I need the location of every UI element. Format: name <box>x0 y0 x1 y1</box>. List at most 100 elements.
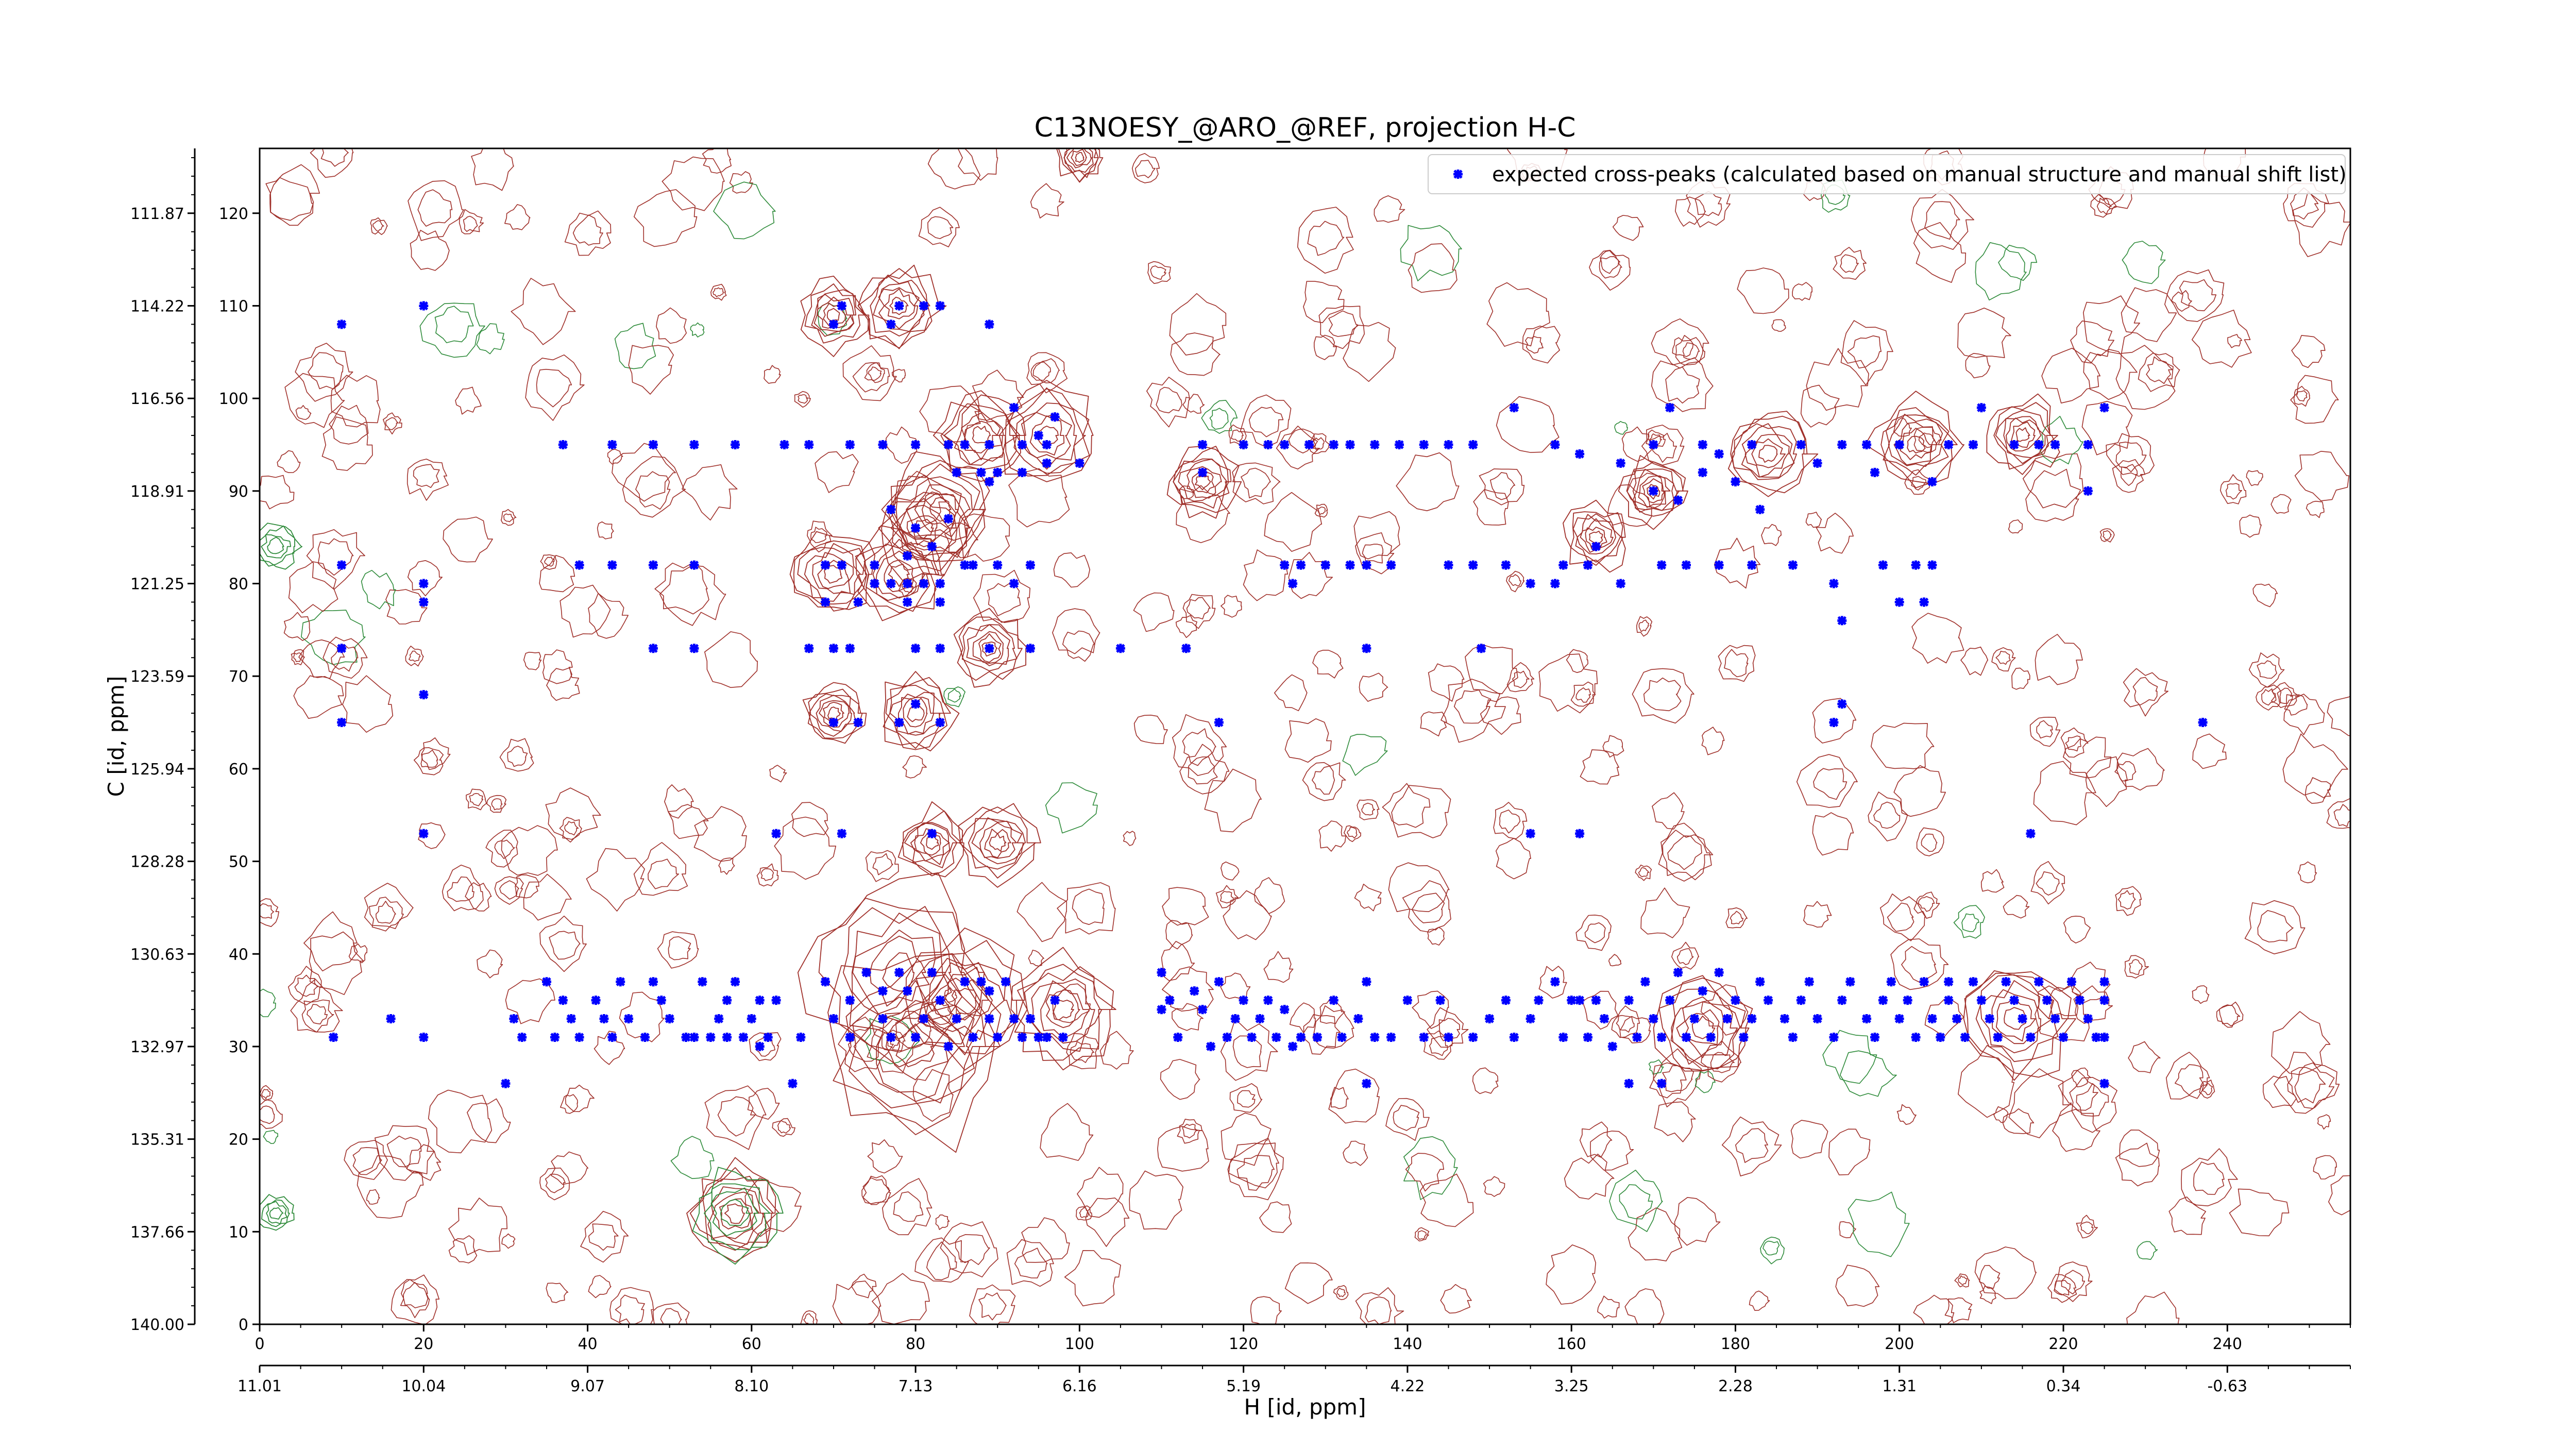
contour-line <box>428 1089 493 1154</box>
contour-line <box>1584 922 1606 943</box>
contour-line <box>565 1085 595 1113</box>
contour-line <box>2248 652 2285 688</box>
contour-line <box>826 308 840 322</box>
cross-peak-point <box>1895 1014 1904 1023</box>
contour-line <box>1632 468 1680 511</box>
contour-line <box>852 362 890 393</box>
contour-line <box>375 1125 435 1181</box>
cross-peak-point <box>1878 996 1888 1005</box>
contour-line <box>459 209 484 234</box>
contour-line <box>1812 698 1857 744</box>
contour-line <box>1347 827 1358 839</box>
contour-line <box>2297 861 2317 884</box>
contour-line <box>2175 1064 2204 1096</box>
x-tick-label: 60 <box>742 1335 761 1353</box>
contour-line <box>288 561 338 614</box>
cross-peak-point <box>1263 440 1273 449</box>
contour-line <box>1993 1106 2009 1123</box>
contour-line <box>1220 891 1234 904</box>
contour-line <box>491 798 503 811</box>
cross-peak-point <box>1157 968 1166 977</box>
contour-line <box>1640 887 1690 938</box>
contour-line <box>572 214 603 246</box>
c-ppm-tick-label: 114.22 <box>130 297 184 315</box>
contour-line <box>704 1183 771 1251</box>
cross-peak-point <box>903 579 912 588</box>
cross-peak-point <box>1436 996 1445 1005</box>
contour-line <box>1191 471 1215 494</box>
contour-line <box>370 217 388 235</box>
cross-peak-point <box>1009 1014 1019 1023</box>
contour-line <box>2058 1070 2098 1111</box>
contour-line <box>957 616 1023 681</box>
contour-line <box>865 1015 920 1065</box>
contour-line <box>953 608 1028 688</box>
contour-line <box>914 1237 969 1283</box>
cross-peak-point <box>1715 968 1724 977</box>
cross-peak-point <box>1477 644 1486 653</box>
contour-line <box>1652 792 1685 830</box>
contour-line <box>344 1140 388 1180</box>
cross-peak-point <box>722 996 732 1005</box>
cross-peak-point <box>2100 1079 2109 1088</box>
contour-line <box>1577 514 1617 554</box>
cross-peak-point <box>1837 699 1846 709</box>
contour-line <box>1172 714 1227 776</box>
cross-peak-point <box>1468 561 1478 570</box>
cross-peak-point <box>829 644 838 653</box>
contour-line <box>981 642 998 657</box>
contour-line <box>269 177 314 226</box>
cross-peak-point <box>1575 829 1584 838</box>
cross-peak-point <box>1969 977 1978 986</box>
contour-line <box>323 636 368 679</box>
contour-line <box>1440 1284 1472 1314</box>
contour-line <box>1980 869 2005 893</box>
cross-peak-point <box>1591 542 1601 551</box>
contour-line <box>1365 1296 1392 1324</box>
cross-peak-point <box>1280 440 1289 449</box>
cross-peak-point <box>886 505 895 514</box>
contour-line <box>1963 971 2076 1078</box>
contour-line <box>2229 1188 2290 1237</box>
contour-line <box>979 822 1017 859</box>
contour-line <box>2070 321 2114 364</box>
contour-line <box>1991 989 2041 1044</box>
cross-peak-point <box>1583 561 1592 570</box>
contour-line <box>2326 798 2350 829</box>
h-ppm-tick-label: 4.22 <box>1391 1377 1425 1395</box>
cross-peak-point <box>1616 579 1625 588</box>
cross-peak-point <box>1927 477 1937 486</box>
cross-peak-point <box>1977 996 1986 1005</box>
cross-peak-point <box>886 579 895 588</box>
cross-peak-point <box>1034 431 1043 440</box>
cross-peak-point <box>1386 561 1396 570</box>
contour-line <box>1676 948 1694 965</box>
cross-peak-point <box>1321 561 1330 570</box>
contour-line <box>515 874 539 899</box>
contour-line <box>1005 388 1090 477</box>
cross-peak-point <box>911 699 920 709</box>
contour-line <box>800 1310 818 1324</box>
contour-line <box>1129 1170 1183 1230</box>
contour-line <box>485 830 518 868</box>
contour-line <box>764 365 781 384</box>
cross-peak-point <box>993 561 1002 570</box>
c-ppm-tick-label: 132.97 <box>130 1038 184 1056</box>
x-axis-label: H [id, ppm] <box>1244 1394 1366 1420</box>
contour-line <box>2191 310 2252 368</box>
x-tick-label: 100 <box>1065 1335 1094 1353</box>
c-ppm-tick-label: 137.66 <box>130 1223 184 1241</box>
contour-line <box>2126 1291 2180 1324</box>
cross-peak-point <box>1386 1033 1396 1042</box>
x-tick-label: 220 <box>2048 1335 2078 1353</box>
cross-peak-point <box>2034 440 2043 449</box>
contour-line <box>1312 1005 1354 1049</box>
cross-peak-point <box>1059 1033 1068 1042</box>
contour-line <box>916 940 1025 1054</box>
cross-peak-point <box>1042 440 1052 449</box>
contour-line <box>1694 1070 1716 1093</box>
contour-line <box>2218 1001 2244 1026</box>
contour-line <box>1343 322 1396 382</box>
cross-peak-point <box>1468 440 1478 449</box>
